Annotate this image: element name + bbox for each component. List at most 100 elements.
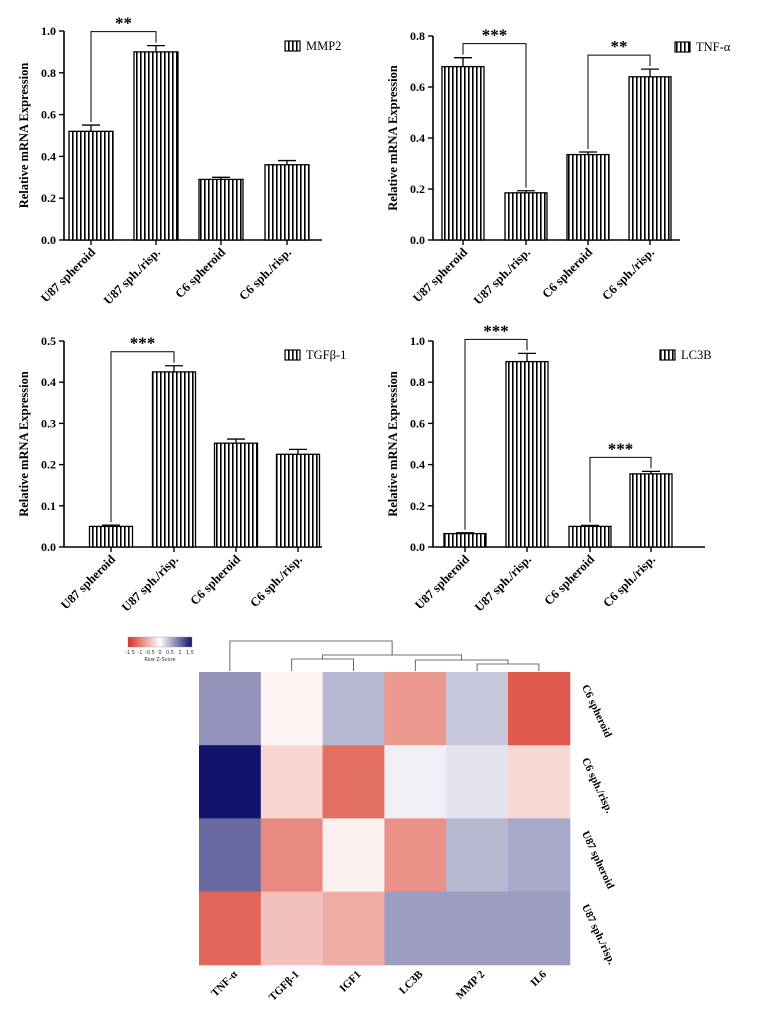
color-key-tick-label: 0.5 <box>166 650 174 656</box>
y-tick-label: 0.4 <box>41 375 56 389</box>
bar-panel-tnfa: 0.0 0.2 0.4 0.6 0.8 Relative mRNA Expression U… <box>386 26 731 308</box>
bar-u87-sph-risp- <box>151 371 197 548</box>
bar-u87-spheroid <box>443 532 487 548</box>
heatmap: TNF-α TGFβ-1 IGF1 LC3B MMP 2 IL6 C6 spheroid C6… <box>125 636 618 1003</box>
x-tick-label: C6 sph./risp. <box>247 552 305 610</box>
y-tick-label: 0.6 <box>410 80 425 94</box>
color-key-title: Row Z-Score <box>144 657 175 663</box>
x-tick-label: U87 spheroid <box>410 245 470 305</box>
heatmap-cell <box>199 672 262 746</box>
heatmap-cell <box>260 818 324 893</box>
bar-u87-spheroid <box>68 130 114 241</box>
bar-c6-spheroid <box>213 442 259 548</box>
y-tick-label: 0.4 <box>41 149 56 163</box>
bar-c6-sph-risp- <box>275 453 321 548</box>
y-tick-label: 0.0 <box>41 233 56 247</box>
y-tick-label: 0.8 <box>41 66 56 80</box>
y-axis-title: Relative mRNA Expression <box>17 63 31 209</box>
heatmap-row-label: C6 spheroid <box>579 683 614 740</box>
y-axis-title: Relative mRNA Expression <box>386 371 400 517</box>
significance-label: *** <box>483 321 509 340</box>
bar-c6-spheroid <box>566 153 610 241</box>
bar-c6-spheroid <box>568 525 612 548</box>
heatmap-cell <box>384 672 447 746</box>
dendrogram-branch <box>414 659 509 671</box>
heatmap-cell <box>508 672 571 746</box>
bar-panel-tgfb1: 0.0 0.1 0.2 0.3 0.4 0.5 Relative mRNA Expressi… <box>17 334 346 615</box>
x-tick-label: U87 spheroid <box>412 552 472 612</box>
x-tick-label: U87 sph./risp. <box>472 552 534 614</box>
x-tick-label: C6 spheroid <box>541 552 597 608</box>
y-tick-label: 0.2 <box>41 458 56 472</box>
y-tick-label: 0.6 <box>41 108 56 122</box>
bar-c6-sph-risp- <box>264 164 310 241</box>
bar-u87-spheroid <box>441 65 485 241</box>
heatmap-row-label: U87 spheroid <box>579 829 616 891</box>
dendrogram-branch <box>476 663 540 671</box>
bar-c6-sph-risp- <box>629 473 673 548</box>
significance-bracket <box>90 31 157 123</box>
color-key-tick-label: 1 <box>178 650 181 656</box>
color-key-tick-label: 0 <box>158 650 161 656</box>
heatmap-column-label: LC3B <box>397 968 426 997</box>
x-tick-label: U87 spheroid <box>38 245 98 305</box>
bar-panel-lc3b: 0.0 0.2 0.4 0.6 0.8 1.0 Relative mRNA Expressi… <box>386 321 712 614</box>
heatmap-cell <box>446 891 509 966</box>
heatmap-cell <box>446 745 509 819</box>
x-tick-label: C6 spheroid <box>187 552 243 608</box>
heatmap-cell <box>199 891 262 966</box>
color-key-tick-label: -1 <box>138 650 143 656</box>
y-tick-label: 0.8 <box>410 29 425 43</box>
heatmap-cell <box>260 891 324 966</box>
heatmap-cell <box>322 672 385 746</box>
x-tick-label: C6 spheroid <box>539 245 595 301</box>
significance-label: *** <box>608 439 634 458</box>
y-axis-title: Relative mRNA Expression <box>386 65 400 211</box>
y-tick-label: 0.2 <box>410 182 425 196</box>
y-tick-label: 0.1 <box>41 499 56 513</box>
column-dendrogram <box>229 640 540 671</box>
heatmap-row-label: U87 sph./risp. <box>579 902 617 966</box>
legend: TGFβ-1 <box>284 348 346 362</box>
significance-label: ** <box>611 37 628 56</box>
heatmap-column-label: TNF-α <box>209 968 241 1000</box>
significance-bracket <box>110 351 175 523</box>
y-tick-label: 0.0 <box>410 540 425 554</box>
heatmap-row-label: C6 sph./risp. <box>579 756 615 815</box>
bar-c6-sph-risp- <box>628 76 672 241</box>
y-tick-label: 1.0 <box>41 24 56 38</box>
y-tick-label: 1.0 <box>410 334 425 348</box>
y-tick-label: 0.3 <box>41 416 56 430</box>
y-tick-label: 0.8 <box>410 375 425 389</box>
bar-u87-sph-risp- <box>504 192 548 241</box>
color-key-gradient <box>127 636 193 648</box>
heatmap-cell <box>446 672 509 746</box>
x-tick-label: U87 sph./risp. <box>471 245 533 307</box>
bar-panels: 0.0 0.2 0.4 0.6 0.8 1.0 Relative mRNA Expressi… <box>17 14 731 615</box>
significance-bracket <box>587 54 651 150</box>
heatmap-cell <box>384 818 447 893</box>
legend-label: TGFβ-1 <box>306 348 346 362</box>
bar-u87-sph-risp- <box>133 51 179 241</box>
heatmap-cell <box>199 818 262 893</box>
significance-label: *** <box>482 26 508 45</box>
dendrogram-branch <box>229 640 393 671</box>
x-tick-label: U87 spheroid <box>58 552 118 612</box>
legend: LC3B <box>659 348 712 362</box>
color-key-tick-label: -0.5 <box>145 650 155 656</box>
y-tick-label: 0.2 <box>410 499 425 513</box>
legend-swatch <box>284 40 301 52</box>
heatmap-column-label: IGF1 <box>337 968 363 994</box>
y-tick-label: 0.4 <box>410 131 425 145</box>
heatmap-cell <box>446 818 509 893</box>
significance-label: *** <box>130 334 156 353</box>
heatmap-cell <box>322 745 385 819</box>
heatmap-column-label: IL6 <box>528 968 549 989</box>
significance-bracket <box>464 338 528 530</box>
heatmap-column-label: MMP 2 <box>454 968 488 1002</box>
color-key-tick-label: 1.5 <box>186 650 194 656</box>
x-tick-label: C6 sph./risp. <box>599 245 657 303</box>
heatmap-cell <box>260 672 324 746</box>
heatmap-cell <box>508 891 571 966</box>
